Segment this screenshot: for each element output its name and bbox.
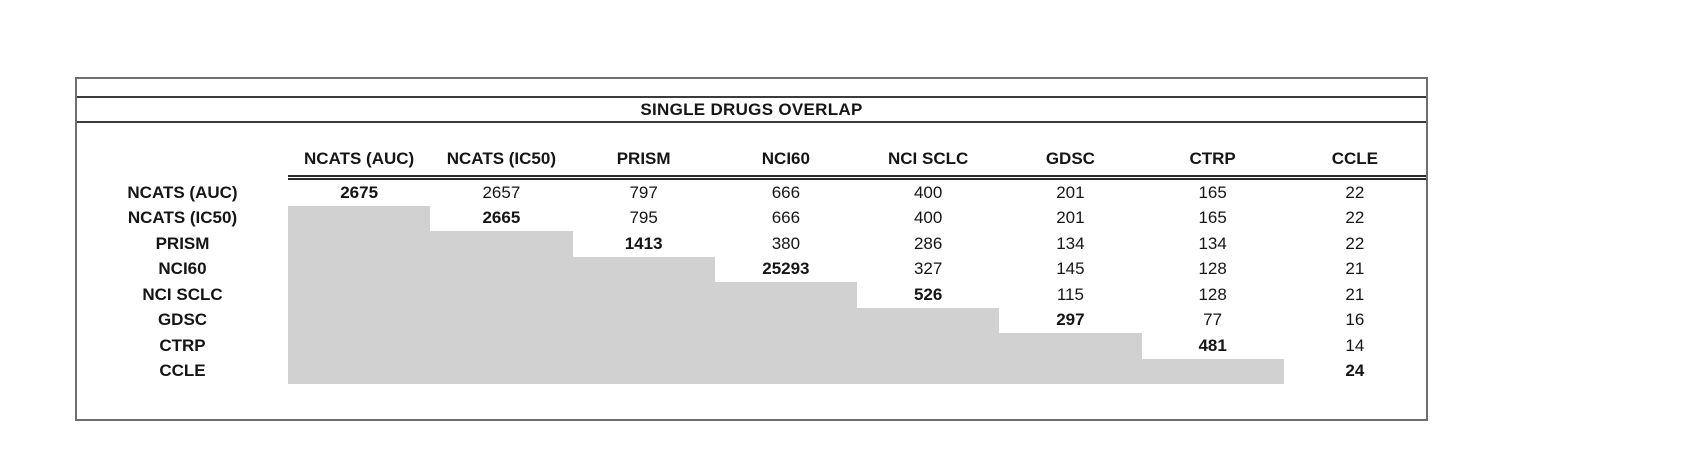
matrix-cell-nci60-x-ctrp: 128 [1198, 259, 1227, 279]
matrix-cell-gdsc-x-ccle: 16 [1345, 310, 1365, 330]
matrix-cell-ncats-ic50-x-ccle: 22 [1345, 208, 1365, 228]
matrix-cell-ccle-x-ncats-auc [288, 358, 431, 384]
matrix-cell-gdsc-x-ncats-auc [288, 307, 431, 333]
row-label-nci60: NCI60 [158, 259, 207, 279]
matrix-cell-ccle-x-ncats-ic50 [430, 358, 573, 384]
column-header-ctrp: CTRP [1141, 123, 1284, 180]
single-drugs-overlap-table: SINGLE DRUGS OVERLAP NCATS (AUC) NCATS (I… [75, 77, 1428, 421]
matrix-cell-prism-x-nci-sclc: 286 [913, 233, 943, 253]
row-label-ccle: CCLE [159, 361, 206, 381]
matrix-cell-prism-x-nci60: 380 [771, 233, 801, 253]
matrix-cell-ncats-ic50-x-ncats-ic50: 2665 [482, 208, 521, 228]
matrix-cell-ctrp-x-ccle: 14 [1345, 335, 1365, 355]
matrix-cell-gdsc-x-prism [572, 307, 715, 333]
matrix-cell-nci60-x-gdsc: 145 [1056, 259, 1085, 279]
column-header-nci60: NCI60 [714, 123, 857, 180]
matrix-cell-ncats-ic50-x-nci-sclc: 400 [913, 208, 943, 228]
matrix-cell-ccle-x-nci-sclc [857, 358, 1000, 384]
matrix-cell-ncats-auc-x-ccle: 22 [1345, 182, 1365, 202]
matrix-cell-ccle-x-gdsc [999, 358, 1142, 384]
matrix-cell-ncats-auc-x-nci60: 666 [771, 182, 801, 202]
column-header-ncats-auc: NCATS (AUC) [288, 123, 431, 180]
table-title: SINGLE DRUGS OVERLAP [77, 98, 1426, 123]
column-header-gdsc: GDSC [999, 123, 1142, 180]
row-label-ncats-auc: NCATS (AUC) [127, 182, 238, 202]
row-label-nci-sclc: NCI SCLC [142, 284, 223, 304]
matrix-cell-nci60-x-nci-sclc: 327 [913, 259, 943, 279]
matrix-cell-ncats-auc-x-prism: 797 [629, 182, 658, 202]
matrix-cell-gdsc-x-ncats-ic50 [430, 307, 573, 333]
matrix-cell-nci60-x-prism [572, 256, 715, 282]
matrix-cell-ctrp-x-ncats-ic50 [430, 333, 573, 359]
matrix-cell-nci-sclc-x-ncats-ic50 [430, 282, 573, 308]
matrix-cell-prism-x-ctrp: 134 [1198, 233, 1227, 253]
matrix-cell-prism-x-ncats-ic50 [430, 231, 573, 257]
matrix-cell-gdsc-x-nci-sclc [857, 307, 1000, 333]
matrix-cell-prism-x-ccle: 22 [1345, 233, 1365, 253]
empty-top-strip [77, 79, 1426, 98]
matrix-cell-ccle-x-ctrp [1141, 358, 1284, 384]
row-label-prism: PRISM [155, 233, 210, 253]
matrix-cell-ncats-auc-x-nci-sclc: 400 [913, 182, 943, 202]
matrix-cell-ncats-ic50-x-ncats-auc [288, 205, 431, 231]
row-label-ctrp: CTRP [159, 335, 206, 355]
row-label-gdsc: GDSC [157, 310, 208, 330]
matrix-cell-prism-x-ncats-auc [288, 231, 431, 257]
matrix-cell-gdsc-x-gdsc: 297 [1056, 310, 1085, 330]
matrix-cell-nci-sclc-x-ccle: 21 [1345, 284, 1365, 304]
matrix-cell-ncats-auc-x-ctrp: 165 [1198, 182, 1227, 202]
matrix-cell-gdsc-x-ctrp: 77 [1203, 310, 1223, 330]
matrix-cell-nci60-x-ccle: 21 [1345, 259, 1365, 279]
matrix-cell-ccle-x-nci60 [714, 358, 857, 384]
matrix-cell-ncats-ic50-x-nci60: 666 [771, 208, 801, 228]
matrix-cell-ccle-x-prism [572, 358, 715, 384]
matrix-cell-ctrp-x-prism [572, 333, 715, 359]
matrix-cell-nci-sclc-x-prism [572, 282, 715, 308]
row-label-ncats-ic50: NCATS (IC50) [127, 208, 238, 228]
matrix-cell-ncats-auc-x-gdsc: 201 [1056, 182, 1085, 202]
matrix-cell-nci60-x-nci60: 25293 [762, 259, 810, 279]
matrix-cell-ctrp-x-ctrp: 481 [1198, 335, 1227, 355]
matrix-cell-ncats-ic50-x-prism: 795 [629, 208, 658, 228]
matrix-cell-ccle-x-ccle: 24 [1345, 361, 1365, 381]
matrix-cell-ctrp-x-nci-sclc [857, 333, 1000, 359]
matrix-cell-ncats-ic50-x-gdsc: 201 [1056, 208, 1085, 228]
matrix-cell-nci60-x-ncats-auc [288, 256, 431, 282]
matrix-cell-ctrp-x-gdsc [999, 333, 1142, 359]
matrix-cell-nci-sclc-x-nci-sclc: 526 [913, 284, 943, 304]
matrix-cell-nci-sclc-x-ncats-auc [288, 282, 431, 308]
column-header-ncats-ic50: NCATS (IC50) [430, 123, 573, 180]
column-header-ccle: CCLE [1283, 123, 1426, 180]
matrix-cell-ctrp-x-nci60 [714, 333, 857, 359]
matrix-cell-prism-x-prism: 1413 [624, 233, 663, 253]
matrix-cell-ncats-auc-x-ncats-auc: 2675 [340, 182, 379, 202]
column-header-nci-sclc: NCI SCLC [857, 123, 1000, 180]
overlap-matrix: NCATS (AUC) NCATS (IC50) PRISM NCI60 NCI SCL… [77, 123, 1426, 384]
matrix-cell-ncats-auc-x-ncats-ic50: 2657 [482, 182, 521, 202]
matrix-cell-ncats-ic50-x-ctrp: 165 [1198, 208, 1227, 228]
matrix-cell-ctrp-x-ncats-auc [288, 333, 431, 359]
matrix-cell-prism-x-gdsc: 134 [1056, 233, 1085, 253]
column-header-prism: PRISM [572, 123, 715, 180]
matrix-cell-nci60-x-ncats-ic50 [430, 256, 573, 282]
matrix-cell-nci-sclc-x-gdsc: 115 [1056, 284, 1084, 304]
matrix-cell-gdsc-x-nci60 [714, 307, 857, 333]
header-spacer [77, 123, 288, 180]
matrix-cell-nci-sclc-x-nci60 [714, 282, 857, 308]
matrix-cell-nci-sclc-x-ctrp: 128 [1198, 284, 1227, 304]
